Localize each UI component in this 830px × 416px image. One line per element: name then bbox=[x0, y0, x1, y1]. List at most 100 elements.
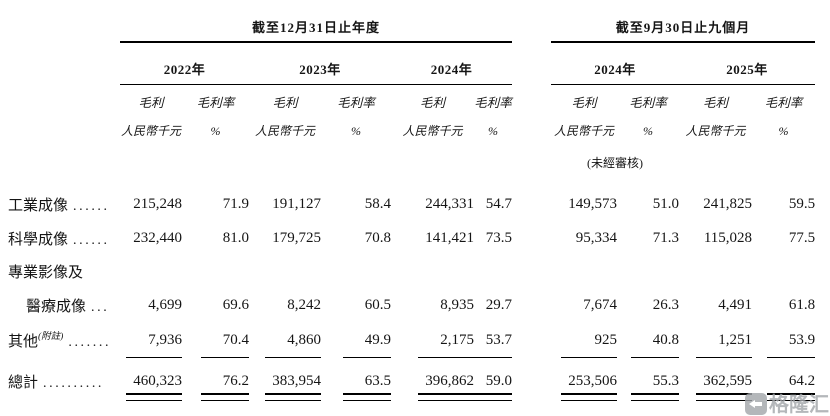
value-cell: 59.0 bbox=[464, 358, 513, 404]
spacer bbox=[679, 145, 815, 180]
unaudited-note-row: (未經審核) bbox=[8, 145, 815, 180]
table-row-others: 其他(附註)....... 7,936 70.4 4,860 49.9 2,17… bbox=[8, 322, 816, 358]
dot-leader: ...... bbox=[73, 199, 110, 214]
value-cell: 7,936 bbox=[120, 322, 182, 358]
value-cell: 244,331 bbox=[425, 196, 474, 212]
margin-col-header: 毛利率 bbox=[337, 96, 375, 110]
spacer bbox=[512, 42, 551, 84]
value-cell: 61.8 bbox=[788, 296, 816, 313]
row-label: 總計.......... bbox=[8, 358, 120, 404]
gross-profit-margin-table: 截至12月31日止年度 截至9月30日止九個月 2022年 2023年 2024… bbox=[8, 10, 816, 404]
year-2023-header: 2023年 bbox=[249, 42, 391, 85]
unit-rmb-header: 人民幣千元 bbox=[554, 124, 615, 138]
unaudited-note: (未經審核) bbox=[587, 156, 644, 170]
table-row-scientific-imaging: 科學成像...... 232,440 81.0 179,725 70.8 141… bbox=[8, 221, 815, 255]
row-label-text: 總計 bbox=[8, 374, 39, 391]
row-label: 科學成像...... bbox=[8, 221, 120, 255]
value-cell bbox=[474, 255, 512, 288]
year-2025-interim-header: 2025年 bbox=[679, 42, 816, 85]
value-cell: 95,334 bbox=[575, 229, 618, 246]
value-cell: 70.4 bbox=[182, 322, 249, 358]
value-cell: 81.0 bbox=[222, 229, 249, 246]
period-annual-header: 截至12月31日止年度 bbox=[120, 10, 513, 43]
value-cell: 396,862 bbox=[391, 358, 474, 404]
value-cell: 4,491 bbox=[718, 296, 753, 313]
value-cell bbox=[551, 255, 617, 288]
spacer bbox=[512, 10, 551, 42]
gelonghui-logo-icon bbox=[745, 393, 767, 415]
year-2024-header: 2024年 bbox=[391, 42, 513, 85]
unit-pct-header: % bbox=[488, 124, 499, 138]
profit-col-header: 毛利 bbox=[419, 96, 445, 110]
row-label: 工業成像...... bbox=[8, 180, 120, 221]
spacer bbox=[512, 221, 551, 255]
value-cell bbox=[321, 255, 391, 288]
value-cell: 58.4 bbox=[364, 196, 391, 212]
value-cell: 149,573 bbox=[568, 196, 618, 212]
value-cell bbox=[391, 255, 474, 288]
watermark-gelonghui: 格隆汇 bbox=[745, 393, 829, 415]
row-label-text: 科學成像 bbox=[8, 231, 69, 248]
year-2024-interim-header: 2024年 bbox=[551, 42, 680, 85]
value-cell: 73.5 bbox=[485, 229, 513, 246]
margin-col-header: 毛利率 bbox=[196, 96, 235, 110]
margin-col-header: 毛利率 bbox=[764, 96, 803, 110]
spacer bbox=[8, 84, 120, 114]
row-label: 醫療成像... bbox=[8, 288, 120, 322]
spacer bbox=[512, 180, 551, 221]
spacer bbox=[512, 114, 551, 145]
value-cell: 53.9 bbox=[752, 322, 816, 358]
value-cell: 362,595 bbox=[679, 358, 753, 404]
value-cell: 64.2 bbox=[752, 358, 816, 404]
value-cell: 925 bbox=[551, 322, 618, 358]
table-row-total: 總計.......... 460,323 76.2 383,954 63.5 3… bbox=[8, 358, 816, 404]
value-cell: 76.2 bbox=[182, 358, 249, 404]
spacer bbox=[512, 358, 551, 404]
footnote-ref: (附註) bbox=[38, 332, 64, 342]
value-cell: 253,506 bbox=[551, 358, 618, 404]
value-cell: 383,954 bbox=[249, 358, 321, 404]
value-cell bbox=[679, 255, 752, 288]
value-cell: 29.7 bbox=[485, 296, 513, 313]
spacer bbox=[512, 255, 551, 288]
spacer bbox=[8, 10, 120, 42]
value-cell: 460,323 bbox=[120, 358, 182, 404]
value-cell: 70.8 bbox=[364, 229, 391, 246]
value-cell: 53.7 bbox=[464, 322, 513, 358]
row-label: 專業影像及 bbox=[8, 255, 120, 288]
spacer bbox=[512, 145, 551, 180]
margin-col-header: 毛利率 bbox=[629, 96, 667, 110]
profit-col-header: 毛利 bbox=[703, 96, 729, 110]
unit-row: 人民幣千元 % 人民幣千元 % 人民幣千元 % 人民幣千元 % 人民幣千元 % bbox=[8, 114, 815, 145]
value-cell: 1,251 bbox=[679, 322, 753, 358]
value-cell: 51.0 bbox=[652, 196, 680, 212]
spacer bbox=[8, 145, 120, 180]
dot-leader: ... bbox=[91, 299, 110, 315]
unit-rmb-header: 人民幣千元 bbox=[254, 124, 315, 138]
table-row-medical-imaging: 醫療成像... 4,699 69.6 8,242 60.5 8,935 29.7… bbox=[8, 288, 815, 322]
unit-pct-header: % bbox=[778, 124, 789, 138]
unit-pct-header: % bbox=[643, 124, 654, 138]
value-cell: 232,440 bbox=[133, 229, 182, 246]
value-cell: 63.5 bbox=[321, 358, 391, 404]
value-cell: 54.7 bbox=[485, 196, 513, 212]
value-cell: 191,127 bbox=[272, 196, 321, 212]
value-cell: 8,242 bbox=[287, 296, 321, 313]
unit-rmb-header: 人民幣千元 bbox=[685, 124, 746, 138]
value-cell: 241,825 bbox=[703, 196, 753, 212]
value-cell: 60.5 bbox=[364, 296, 391, 313]
period-group-row: 截至12月31日止年度 截至9月30日止九個月 bbox=[8, 10, 816, 43]
unit-rmb-header: 人民幣千元 bbox=[402, 124, 463, 138]
unit-pct-header: % bbox=[351, 124, 361, 138]
dot-leader: .......... bbox=[43, 375, 105, 391]
spacer bbox=[512, 288, 551, 322]
spacer bbox=[120, 145, 512, 180]
value-cell: 8,935 bbox=[440, 296, 474, 313]
margin-col-header: 毛利率 bbox=[474, 96, 512, 110]
unit-pct-header: % bbox=[210, 124, 221, 138]
value-cell: 7,674 bbox=[583, 296, 618, 313]
value-cell: 4,860 bbox=[249, 322, 321, 358]
table-row-professional-imaging: 專業影像及 bbox=[8, 255, 815, 288]
value-cell bbox=[120, 255, 182, 288]
